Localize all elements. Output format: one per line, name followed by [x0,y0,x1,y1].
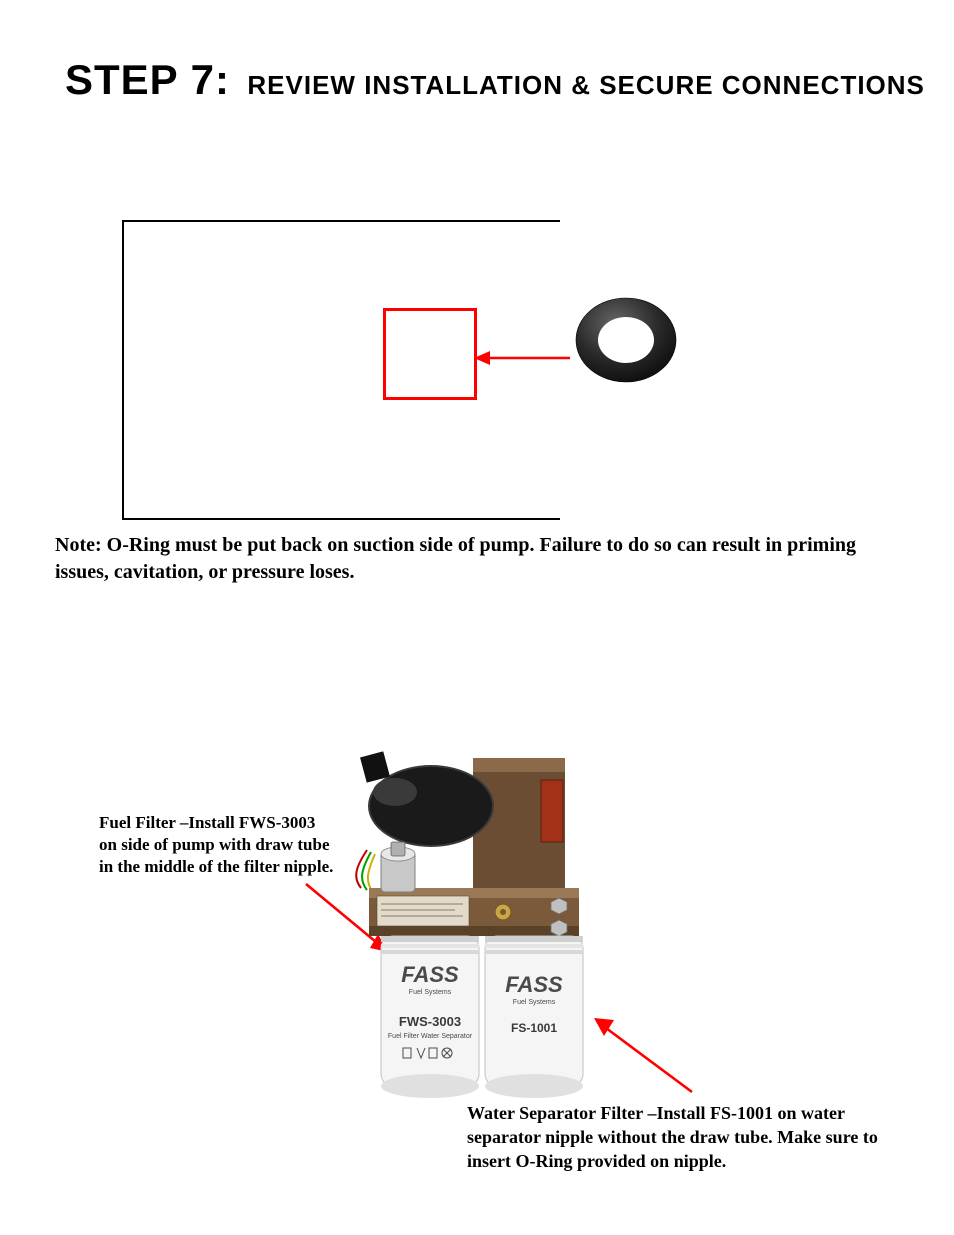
svg-text:FS-1001: FS-1001 [511,1021,557,1035]
fuel-filter-callout: Fuel Filter –Install FWS-3003 on side of… [99,812,337,878]
svg-text:FASS: FASS [401,962,459,987]
svg-text:FWS-3003: FWS-3003 [399,1014,461,1029]
filter-right-icon: FASS Fuel Systems FS-1001 [485,936,583,1098]
arrow-water-separator-icon [588,1014,696,1096]
water-separator-callout: Water Separator Filter –Install FS-1001 … [467,1102,887,1173]
svg-text:Fuel Systems: Fuel Systems [409,989,452,996]
page-title: Step 7: Review Installation & Secure Con… [65,56,925,104]
note-text: Note: O-Ring must be put back on suction… [55,532,901,586]
highlight-box [383,308,477,400]
svg-text:FASS: FASS [505,972,563,997]
arrow-to-highlight-icon [472,348,572,368]
svg-text:Fuel Systems: Fuel Systems [513,999,556,1006]
step-subtitle: Review Installation & Secure Connections [235,70,925,100]
filter-left-icon: FASS Fuel Systems FWS-3003 Fuel Filter W… [381,936,479,1098]
oring-figure-frame [122,220,560,520]
pump-assembly-icon: FASS Fuel Systems FWS-3003 Fuel Filter W… [345,748,607,1103]
step-label: Step 7: [65,56,230,103]
svg-text:Fuel Filter Water Separator: Fuel Filter Water Separator [388,1033,473,1040]
oring-icon [568,292,680,388]
